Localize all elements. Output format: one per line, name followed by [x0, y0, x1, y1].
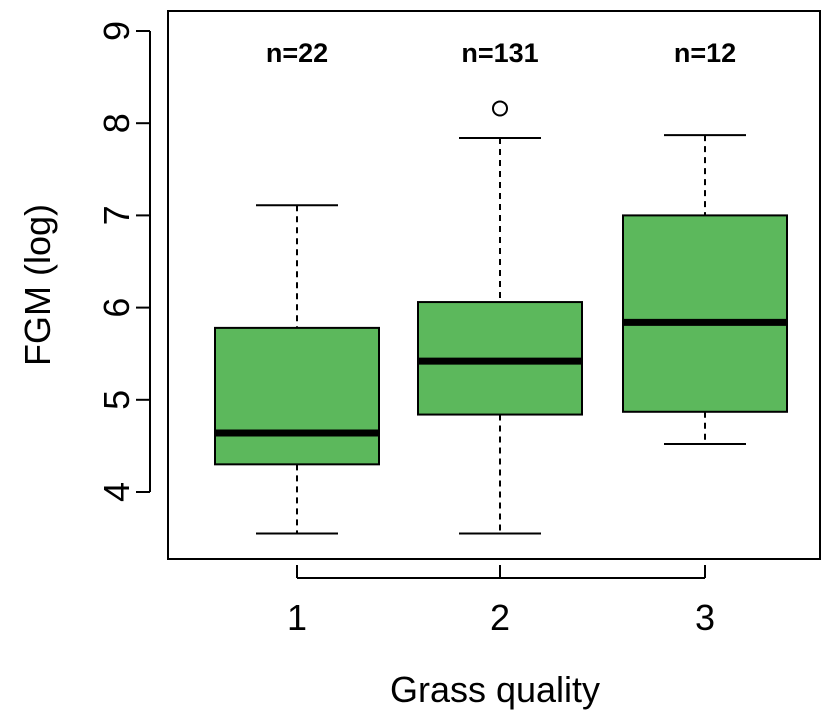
y-tick-label: 5: [96, 390, 137, 410]
y-tick-label: 8: [96, 113, 137, 133]
sample-size-label: n=22: [266, 38, 328, 68]
y-axis-title: FGM (log): [17, 204, 58, 366]
y-tick-label: 4: [96, 482, 137, 502]
x-axis-title: Grass quality: [390, 669, 600, 710]
y-tick-label: 9: [96, 21, 137, 41]
iqr-box: [214, 326, 380, 466]
x-tick-label: 1: [287, 597, 307, 638]
plot-frame: [167, 10, 821, 560]
y-tick-label: 7: [96, 205, 137, 225]
y-tick-label: 6: [96, 298, 137, 318]
x-tick-label: 3: [695, 597, 715, 638]
iqr-box: [622, 214, 788, 413]
boxes: n=22 n=131 n=12: [214, 38, 788, 535]
outlier-point: [492, 100, 508, 117]
x-axis: 1 2 3: [287, 565, 715, 638]
x-tick-label: 2: [490, 597, 510, 638]
y-axis: 4 5 6 7 8 9: [96, 21, 151, 502]
sample-size-label: n=12: [674, 38, 736, 68]
sample-size-label: n=131: [461, 38, 538, 68]
